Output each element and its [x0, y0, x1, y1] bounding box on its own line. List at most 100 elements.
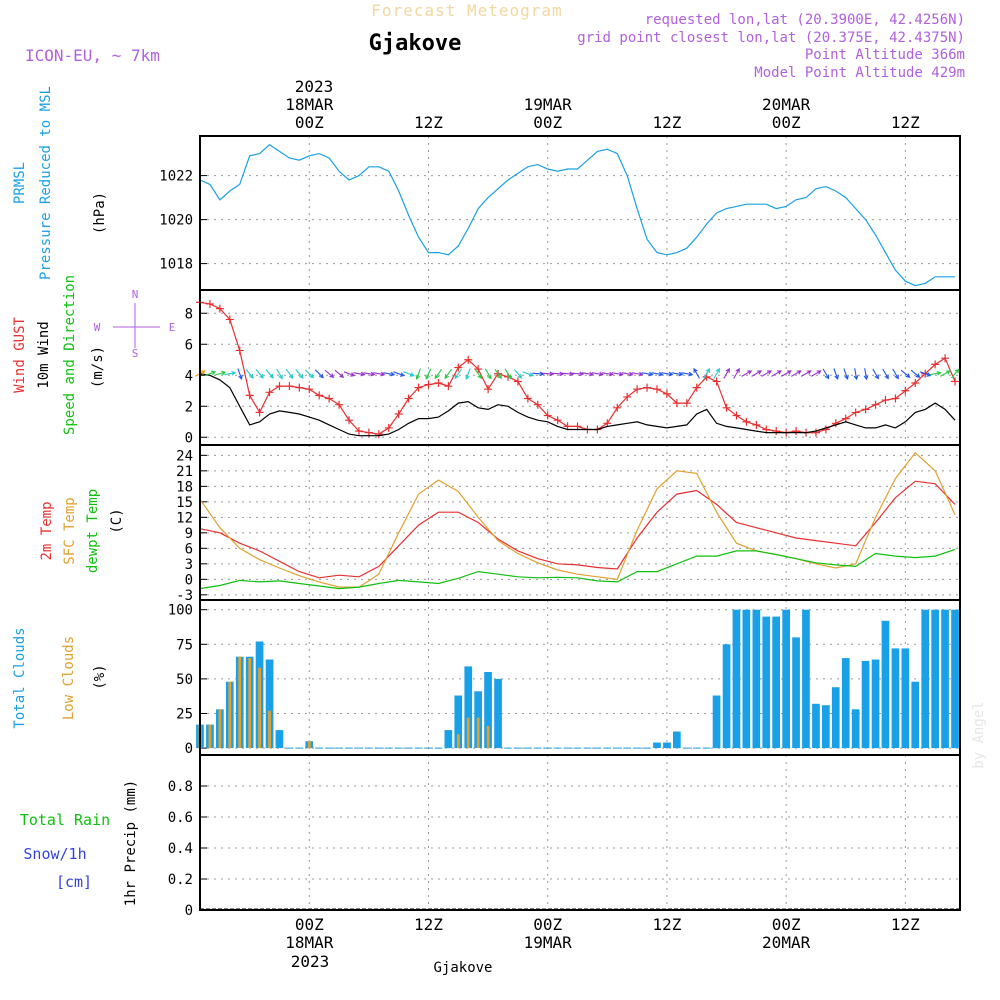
total-cloud-bar — [941, 609, 949, 749]
ytick-label: 0.8 — [168, 779, 193, 795]
total-cloud-bar — [722, 644, 731, 749]
gust-marker — [722, 403, 731, 412]
total-cloud-bar — [762, 616, 771, 749]
gust-marker — [255, 408, 264, 417]
gust-marker — [662, 389, 671, 398]
wind-arrow — [621, 371, 634, 377]
ytick-label: 18 — [176, 479, 193, 495]
total-cloud-bar — [673, 731, 681, 749]
wind-arrow — [781, 370, 792, 377]
2m-temp-line — [199, 480, 956, 579]
wind-arrow — [353, 371, 366, 377]
gust-marker — [513, 377, 522, 386]
top-year-label: 2023 — [295, 77, 334, 96]
wind-arrow — [552, 371, 565, 377]
wind-arrow — [425, 368, 432, 380]
total-cloud-bar — [444, 730, 453, 749]
gust-marker — [901, 386, 910, 395]
low-cloud-bar — [476, 717, 480, 748]
bottom-year-label: 2023 — [291, 952, 330, 971]
total-cloud-bar — [484, 672, 492, 749]
wind-arrow — [900, 369, 911, 378]
wind-line — [199, 301, 956, 435]
gust-marker — [523, 394, 532, 403]
panel-label: 10m Wind — [36, 321, 52, 388]
gust-marker — [295, 383, 304, 392]
pressure-line — [199, 144, 955, 287]
total-cloud-bar — [702, 747, 711, 749]
wind-arrow — [255, 369, 264, 379]
panel-label: Snow/1h — [23, 845, 86, 863]
wind-arrow — [713, 367, 720, 379]
wind-arrow — [892, 368, 899, 380]
total-cloud-bar — [633, 747, 641, 749]
gust-marker — [265, 388, 274, 397]
gust-marker — [881, 396, 890, 405]
panel-label: PRMSL — [12, 162, 28, 204]
top-time-label: 12Z — [652, 113, 681, 132]
gust-marker — [633, 385, 642, 394]
wind-arrow — [444, 368, 452, 380]
ytick-label: 100 — [168, 603, 193, 619]
total-cloud-bar — [752, 609, 761, 749]
gust-marker — [682, 399, 691, 408]
gust-marker — [315, 391, 324, 400]
panel-frame — [199, 135, 961, 291]
total-cloud-bar — [613, 747, 622, 749]
gust-marker — [444, 382, 453, 391]
total-cloud-bar — [524, 747, 532, 749]
gust-marker — [543, 411, 552, 420]
unit-label: (m/s) — [90, 346, 106, 388]
total-cloud-bar — [911, 681, 920, 749]
wind-arrow — [474, 368, 482, 380]
ytick-label: 25 — [176, 706, 193, 722]
top-time-label: 12Z — [891, 113, 920, 132]
gridpoint-coords: grid point closest lon,lat (20.375E, 42.… — [577, 30, 965, 46]
pressure-panel: 1018 1020 1022 PRMSL Pressure Reduced to MSL… — [12, 86, 961, 291]
wind-arrow — [951, 368, 960, 379]
gust-marker — [235, 346, 244, 355]
total-cloud-bar — [404, 747, 413, 749]
wind-arrow — [601, 371, 614, 377]
ytick-label: 4 — [185, 368, 193, 384]
compass-rose: N S W E — [94, 288, 176, 360]
total-cloud-bar — [623, 747, 631, 749]
total-cloud-bar — [682, 747, 691, 749]
wind-arrow — [800, 370, 812, 377]
total-cloud-bar — [434, 747, 443, 749]
total-cloud-bar — [643, 747, 651, 749]
footer-location: Gjakove — [433, 960, 492, 976]
total-cloud-bar — [464, 666, 473, 749]
low-cloud-bar — [218, 709, 222, 749]
wind-arrow — [214, 370, 227, 376]
wind-arrow — [562, 371, 575, 377]
panel-label: SFC Temp — [62, 497, 78, 564]
panel-label: Pressure Reduced to MSL — [38, 86, 54, 280]
ytick-label: -3 — [176, 588, 193, 604]
total-cloud-bar — [891, 648, 900, 748]
panel-label: Total Clouds — [12, 627, 28, 728]
gust-marker — [414, 383, 423, 392]
ytick-label: 0.6 — [168, 810, 193, 826]
gust-marker — [692, 383, 701, 392]
wind-arrow — [224, 370, 237, 376]
ytick-label: 15 — [176, 495, 193, 511]
wind-arrow — [791, 370, 802, 377]
wind-arrow — [641, 371, 654, 377]
bottom-time-label: 00Z — [772, 915, 801, 934]
total-cloud-bar — [504, 747, 512, 749]
total-cloud-bar — [603, 747, 612, 749]
ytick-label: 2 — [185, 399, 193, 415]
ytick-label: 50 — [176, 672, 193, 688]
ytick-label: 1018 — [159, 257, 193, 273]
wind-arrow — [771, 370, 782, 377]
gust-marker — [354, 427, 363, 436]
total-cloud-bar — [365, 747, 373, 749]
total-cloud-bar — [533, 747, 542, 749]
wind-arrow — [532, 371, 545, 377]
gust-marker — [533, 400, 542, 409]
ytick-label: 0.2 — [168, 872, 193, 888]
watermark: by Angel — [971, 701, 987, 768]
